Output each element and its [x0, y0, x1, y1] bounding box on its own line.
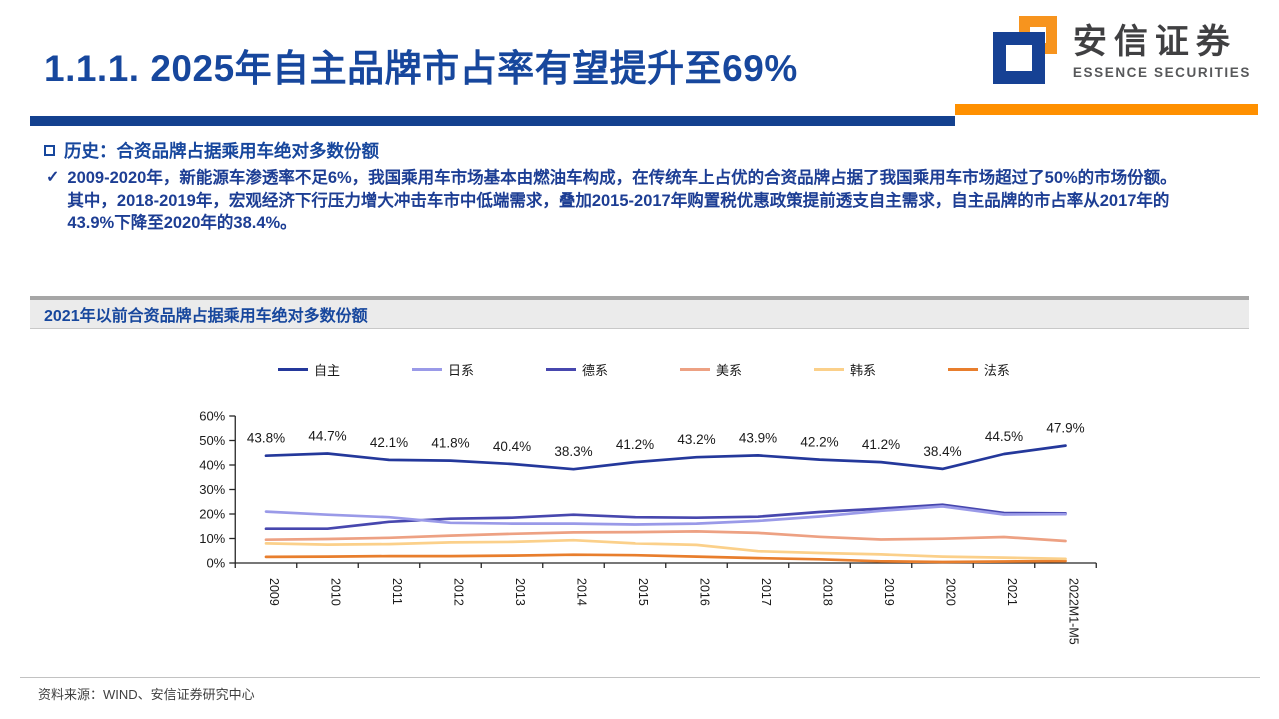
logo-box-icon — [989, 16, 1061, 88]
logo-blue-square — [992, 32, 1045, 84]
data-label: 41.8% — [431, 436, 469, 451]
x-category-label: 2021 — [1005, 578, 1019, 606]
chart-title-band: 2021年以前合资品牌占据乘用车绝对多数份额 — [30, 296, 1249, 329]
data-label: 41.2% — [862, 437, 900, 452]
data-label: 43.2% — [677, 432, 715, 447]
x-category-label: 2011 — [390, 578, 404, 605]
footer-divider — [20, 677, 1260, 678]
x-category-label: 2016 — [698, 578, 712, 606]
logo-name-cn: 安信证券 — [1072, 23, 1237, 62]
data-label: 43.9% — [739, 430, 777, 445]
data-label: 42.2% — [800, 435, 838, 450]
legend-swatch — [411, 368, 442, 371]
x-category-label: 2015 — [636, 578, 650, 606]
x-category-label: 2013 — [513, 578, 527, 606]
legend-swatch — [545, 368, 576, 371]
series-line-德系 — [264, 503, 1067, 531]
square-bullet-icon — [44, 145, 55, 156]
data-label: 40.4% — [493, 439, 531, 454]
data-label: 38.3% — [554, 444, 592, 459]
legend-label: 自主 — [314, 363, 341, 378]
legend-item-5: 韩系 — [813, 360, 876, 379]
data-label: 41.2% — [616, 437, 654, 452]
legend-label: 法系 — [983, 363, 1010, 378]
data-label: 38.4% — [923, 444, 961, 459]
legend-item-3: 德系 — [545, 360, 608, 379]
legend-label: 美系 — [715, 363, 742, 378]
x-category-label: 2019 — [882, 578, 896, 606]
x-category-label: 2009 — [267, 578, 281, 606]
x-category-label: 2020 — [944, 578, 958, 606]
bullet-paragraph: ✓ 2009-2020年，新能源车渗透率不足6%，我国乘用车市场基本由燃油车构成… — [46, 167, 1186, 235]
chart-title: 2021年以前合资品牌占据乘用车绝对多数份额 — [44, 308, 368, 325]
chart-legend: 自主 日系 德系 美系 韩系 法系 — [278, 360, 1010, 379]
legend-swatch — [679, 368, 710, 371]
page-title: 1.1.1. 2025年自主品牌市占率有望提升至69% — [44, 48, 798, 89]
legend-item-6: 法系 — [947, 360, 1010, 379]
legend-swatch — [278, 368, 308, 371]
legend-item-4: 美系 — [679, 360, 742, 379]
x-category-label: 2014 — [575, 578, 589, 606]
series-line-美系 — [264, 530, 1067, 543]
legend-label: 德系 — [581, 363, 608, 378]
data-label: 44.5% — [985, 429, 1023, 444]
legend-item-1: 自主 — [278, 360, 340, 379]
logo-text: 安信证券 ESSENCE SECURITIES — [1072, 23, 1251, 80]
section-heading-text: 历史：合资品牌占据乘用车绝对多数份额 — [64, 141, 379, 161]
x-category-label: 2018 — [821, 578, 835, 606]
x-category-label: 2017 — [759, 578, 773, 606]
section-heading: 历史：合资品牌占据乘用车绝对多数份额 — [44, 138, 379, 163]
data-label: 44.7% — [308, 428, 346, 443]
footer-source: 资料来源：WIND、安信证券研究中心 — [38, 687, 255, 702]
legend-label: 日系 — [447, 363, 474, 378]
x-category-label: 2010 — [329, 578, 343, 606]
data-label: 42.1% — [370, 435, 408, 450]
check-bullet-icon: ✓ — [46, 169, 60, 186]
series-line-日系 — [264, 505, 1067, 526]
legend-swatch — [813, 368, 844, 371]
y-tick-label: 40% — [199, 458, 225, 473]
company-logo: 安信证券 ESSENCE SECURITIES — [989, 16, 1251, 88]
y-tick-label: 50% — [199, 433, 225, 448]
bullet-paragraph-text: 2009-2020年，新能源车渗透率不足6%，我国乘用车市场基本由燃油车构成，在… — [67, 169, 1177, 232]
y-tick-label: 10% — [199, 531, 225, 546]
series-line-韩系 — [264, 538, 1067, 561]
legend-swatch — [947, 368, 978, 371]
x-category-label: 2022M1-M5 — [1067, 578, 1081, 645]
x-category-label: 2012 — [452, 578, 466, 606]
chart-axes — [234, 416, 1097, 564]
y-tick-label: 20% — [199, 507, 225, 522]
y-tick-label: 0% — [206, 556, 225, 571]
legend-label: 韩系 — [849, 363, 876, 378]
y-tick-label: 60% — [199, 409, 225, 424]
accent-bar-navy — [30, 116, 955, 126]
data-label: 43.8% — [247, 431, 285, 446]
accent-bar-orange — [955, 104, 1258, 115]
data-label: 47.9% — [1046, 421, 1084, 436]
series-line-法系 — [264, 553, 1067, 564]
series-line-自主 — [264, 444, 1067, 471]
y-tick-label: 30% — [199, 482, 225, 497]
logo-name-en: ESSENCE SECURITIES — [1072, 64, 1251, 80]
legend-item-2: 日系 — [411, 360, 474, 379]
